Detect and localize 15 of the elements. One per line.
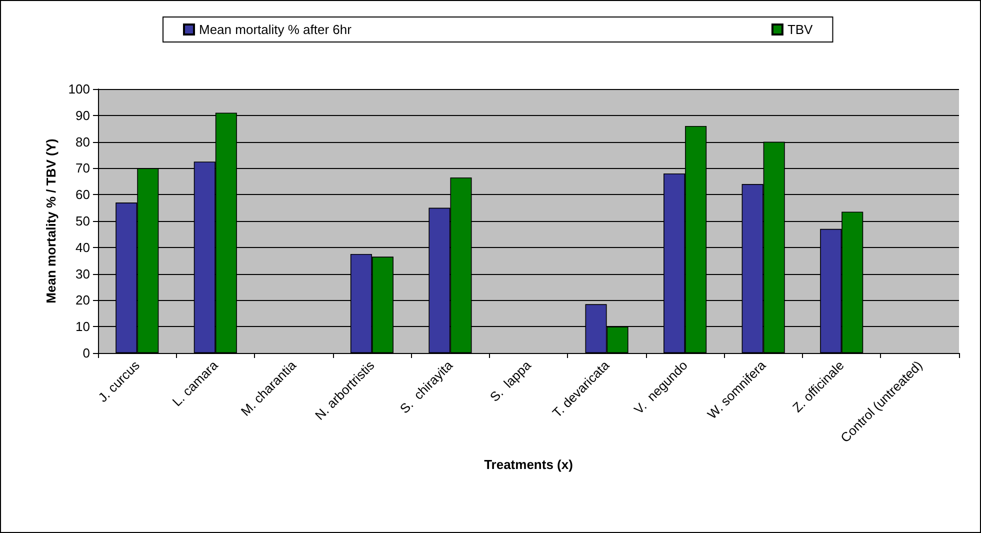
y-tick-label: 80 (76, 134, 90, 150)
y-tick-label: 30 (76, 266, 90, 282)
y-tick-label: 100 (68, 82, 90, 96)
y-tick-label: 40 (76, 240, 90, 255)
y-tick-label: 20 (76, 292, 90, 308)
x-axis-title: Treatments (x) (484, 457, 573, 472)
y-tick-label: 10 (76, 319, 90, 334)
y-tick-label: 60 (76, 187, 90, 202)
y-tick-label: 0 (82, 346, 90, 360)
y-tick-label: 50 (76, 214, 90, 228)
y-tick-label: 70 (76, 160, 90, 176)
y-axis-title: Mean mortality % / TBV (Y) (43, 138, 58, 304)
y-tick-label: 90 (76, 108, 90, 123)
legend-label: Mean mortality % after 6hr (199, 22, 352, 37)
legend-label: TBV (787, 22, 814, 37)
